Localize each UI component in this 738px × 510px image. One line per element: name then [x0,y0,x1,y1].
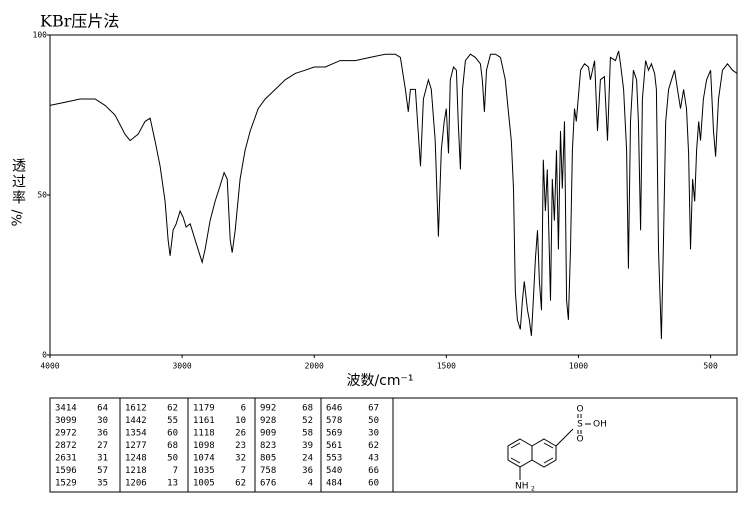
peak-transmittance: 4 [308,479,313,489]
peak-wavenumber: 1354 [125,429,147,439]
peak-transmittance: 35 [97,479,108,489]
peak-wavenumber: 540 [326,466,342,476]
peak-transmittance: 30 [368,429,379,439]
peak-transmittance: 43 [368,454,379,464]
peak-wavenumber: 805 [260,454,276,464]
peak-wavenumber: 909 [260,429,276,439]
peak-wavenumber: 2631 [55,454,77,464]
peak-transmittance: 62 [167,404,178,414]
peak-wavenumber: 578 [326,416,342,426]
peak-wavenumber: 928 [260,416,276,426]
peak-wavenumber: 1596 [55,466,77,476]
peak-transmittance: 68 [302,404,313,414]
plot-frame [49,34,738,356]
peak-transmittance: 50 [167,454,178,464]
peak-wavenumber: 1098 [193,441,215,451]
peak-wavenumber: 553 [326,454,342,464]
x-tick-label: 2000 [305,362,324,371]
peak-wavenumber: 2872 [55,441,77,451]
y-axis-label: 透过率 [10,158,26,206]
peak-transmittance: 66 [368,466,379,476]
double-bond [543,442,554,449]
y-axis-unit: %/ [11,209,26,226]
peak-transmittance: 32 [235,454,246,464]
peak-transmittance: 10 [235,416,246,426]
double-bond [510,457,521,464]
peak-transmittance: 62 [368,441,379,451]
peak-wavenumber: 1161 [193,416,215,426]
molecule [507,414,591,480]
y-tick-label: 50 [37,191,47,200]
peak-wavenumber: 1612 [125,404,147,414]
peak-wavenumber: 484 [326,479,342,489]
peak-transmittance: 6 [241,404,246,414]
peak-transmittance: 68 [167,441,178,451]
peak-transmittance: 36 [97,429,108,439]
peak-wavenumber: 758 [260,466,276,476]
peak-transmittance: 13 [167,479,178,489]
peak-transmittance: 67 [368,404,379,414]
peak-transmittance: 52 [302,416,313,426]
x-tick-label: 4000 [40,362,59,371]
peak-wavenumber: 1277 [125,441,147,451]
peak-wavenumber: 1248 [125,454,147,464]
peak-transmittance: 58 [302,429,313,439]
peak-transmittance: 23 [235,441,246,451]
peak-transmittance: 57 [97,466,108,476]
x-tick-label: 1500 [437,362,456,371]
y-tick-label: 0 [42,351,47,360]
x-axis-label: 波数/cm⁻¹ [346,373,413,389]
peak-wavenumber: 823 [260,441,276,451]
peak-transmittance: 36 [302,466,313,476]
bond [555,428,574,447]
x-tick-label: 3000 [172,362,191,371]
peak-transmittance: 64 [97,404,108,414]
double-bond [510,442,521,449]
peak-wavenumber: 3414 [55,404,77,414]
atom-label: OH [593,420,607,430]
peak-wavenumber: 1118 [193,429,215,439]
peak-transmittance: 27 [97,441,108,451]
peak-transmittance: 50 [368,416,379,426]
y-tick-label: 100 [33,31,48,40]
peak-transmittance: 7 [173,466,178,476]
peak-transmittance: 31 [97,454,108,464]
peak-transmittance: 24 [302,454,313,464]
atom-subscript: 2 [531,486,535,493]
peak-wavenumber: 1074 [193,454,215,464]
peak-wavenumber: 646 [326,404,342,414]
peak-transmittance: 62 [235,479,246,489]
chart-title: KBr压片法 [40,12,119,31]
peak-wavenumber: 2972 [55,429,77,439]
atom-label: NH [515,482,529,492]
peak-wavenumber: 1529 [55,479,77,489]
peak-wavenumber: 1442 [125,416,147,426]
double-bond [543,457,554,464]
peak-wavenumber: 561 [326,441,342,451]
peak-wavenumber: 1035 [193,466,215,476]
atom-label: O [576,405,583,415]
peak-wavenumber: 676 [260,479,276,489]
spectrum-line [49,50,738,340]
peak-transmittance: 60 [368,479,379,489]
peak-transmittance: 55 [167,416,178,426]
peak-wavenumber: 1206 [125,479,147,489]
peak-wavenumber: 1005 [193,479,215,489]
peak-wavenumber: 569 [326,429,342,439]
x-tick-label: 500 [703,362,718,371]
peak-wavenumber: 992 [260,404,276,414]
peak-transmittance: 39 [302,441,313,451]
atom-label: S [577,420,583,430]
atom-label: O [576,435,583,445]
peak-transmittance: 7 [241,466,246,476]
peak-wavenumber: 1218 [125,466,147,476]
peak-wavenumber: 3099 [55,416,77,426]
peak-wavenumber: 1179 [193,404,215,414]
peak-transmittance: 30 [97,416,108,426]
x-tick-label: 1000 [569,362,588,371]
peak-transmittance: 60 [167,429,178,439]
peak-transmittance: 26 [235,429,246,439]
